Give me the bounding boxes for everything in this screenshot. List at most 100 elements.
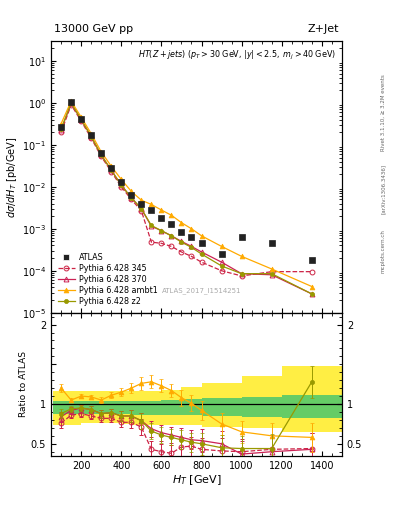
Line: ATLAS: ATLAS — [58, 99, 315, 263]
ATLAS — [79, 116, 84, 122]
Pythia 6.428 345 — [109, 168, 114, 175]
ATLAS — [149, 207, 154, 213]
Pythia 6.428 345 — [69, 102, 73, 108]
Pythia 6.428 ambt1 — [129, 188, 134, 195]
Pythia 6.428 345 — [239, 273, 244, 279]
Pythia 6.428 ambt1 — [119, 176, 124, 182]
Pythia 6.428 ambt1 — [99, 149, 104, 155]
Pythia 6.428 345 — [129, 197, 134, 203]
Pythia 6.428 ambt1 — [89, 131, 94, 137]
Pythia 6.428 370 — [179, 238, 184, 244]
Pythia 6.428 ambt1 — [79, 114, 84, 120]
Pythia 6.428 345 — [169, 243, 174, 249]
ATLAS — [99, 150, 104, 156]
Pythia 6.428 z2 — [149, 222, 154, 228]
Pythia 6.428 370 — [59, 126, 64, 133]
Legend: ATLAS, Pythia 6.428 345, Pythia 6.428 370, Pythia 6.428 ambt1, Pythia 6.428 z2: ATLAS, Pythia 6.428 345, Pythia 6.428 37… — [55, 251, 160, 309]
Pythia 6.428 z2 — [119, 182, 124, 188]
Pythia 6.428 z2 — [189, 244, 194, 250]
Text: 13000 GeV pp: 13000 GeV pp — [54, 24, 133, 34]
Pythia 6.428 ambt1 — [189, 226, 194, 232]
Pythia 6.428 345 — [139, 207, 144, 214]
ATLAS — [139, 201, 144, 207]
Pythia 6.428 370 — [129, 195, 134, 201]
Pythia 6.428 z2 — [129, 195, 134, 201]
Pythia 6.428 z2 — [99, 152, 104, 158]
Pythia 6.428 345 — [199, 259, 204, 265]
Pythia 6.428 z2 — [239, 271, 244, 277]
ATLAS — [199, 240, 204, 246]
ATLAS — [119, 179, 124, 185]
Pythia 6.428 370 — [79, 117, 84, 123]
Line: Pythia 6.428 370: Pythia 6.428 370 — [59, 101, 314, 296]
Pythia 6.428 345 — [219, 268, 224, 274]
Pythia 6.428 z2 — [79, 117, 84, 123]
ATLAS — [219, 251, 224, 257]
Pythia 6.428 345 — [89, 135, 94, 141]
Pythia 6.428 345 — [179, 249, 184, 255]
Pythia 6.428 370 — [219, 259, 224, 265]
ATLAS — [129, 191, 134, 198]
Pythia 6.428 ambt1 — [109, 163, 114, 169]
Pythia 6.428 345 — [119, 184, 124, 190]
Pythia 6.428 370 — [169, 233, 174, 239]
Text: Rivet 3.1.10, ≥ 3.2M events: Rivet 3.1.10, ≥ 3.2M events — [381, 74, 386, 151]
Text: [arXiv:1306.3436]: [arXiv:1306.3436] — [381, 164, 386, 215]
ATLAS — [189, 233, 194, 240]
Pythia 6.428 370 — [199, 249, 204, 255]
Pythia 6.428 ambt1 — [69, 98, 73, 104]
Line: Pythia 6.428 z2: Pythia 6.428 z2 — [59, 101, 314, 296]
Pythia 6.428 370 — [119, 182, 124, 188]
Text: $HT(Z+jets)$ $(p_T > 30$ GeV, $|y| < 2.5,$ $m_j > 40$ GeV): $HT(Z+jets)$ $(p_T > 30$ GeV, $|y| < 2.5… — [138, 49, 336, 62]
Pythia 6.428 ambt1 — [239, 253, 244, 260]
Pythia 6.428 z2 — [269, 271, 274, 277]
Pythia 6.428 z2 — [59, 126, 64, 132]
Pythia 6.428 370 — [139, 206, 144, 212]
X-axis label: $H_T$ [GeV]: $H_T$ [GeV] — [172, 473, 221, 487]
Pythia 6.428 370 — [109, 167, 114, 173]
Pythia 6.428 345 — [149, 239, 154, 245]
ATLAS — [239, 233, 244, 240]
Pythia 6.428 z2 — [89, 134, 94, 140]
Text: mcplots.cern.ch: mcplots.cern.ch — [381, 229, 386, 273]
ATLAS — [179, 229, 184, 235]
Pythia 6.428 z2 — [139, 206, 144, 212]
Pythia 6.428 z2 — [169, 233, 174, 239]
Text: ATLAS_2017_I1514251: ATLAS_2017_I1514251 — [162, 287, 241, 294]
Pythia 6.428 ambt1 — [159, 207, 164, 213]
Line: Pythia 6.428 345: Pythia 6.428 345 — [59, 102, 314, 279]
Text: Z+Jet: Z+Jet — [307, 24, 339, 34]
Y-axis label: Ratio to ATLAS: Ratio to ATLAS — [19, 351, 28, 417]
Y-axis label: $d\sigma/dH_{T}$ [pb/GeV]: $d\sigma/dH_{T}$ [pb/GeV] — [5, 136, 19, 218]
ATLAS — [169, 221, 174, 227]
Pythia 6.428 ambt1 — [59, 121, 64, 127]
Pythia 6.428 345 — [159, 240, 164, 246]
Pythia 6.428 z2 — [159, 228, 164, 234]
Pythia 6.428 ambt1 — [169, 212, 174, 218]
Pythia 6.428 345 — [189, 253, 194, 260]
Pythia 6.428 370 — [159, 228, 164, 234]
Pythia 6.428 ambt1 — [139, 197, 144, 203]
Pythia 6.428 370 — [189, 243, 194, 249]
Pythia 6.428 370 — [99, 152, 104, 158]
Pythia 6.428 345 — [79, 118, 84, 124]
Pythia 6.428 370 — [149, 223, 154, 229]
Pythia 6.428 ambt1 — [199, 233, 204, 239]
ATLAS — [59, 124, 64, 130]
Pythia 6.428 z2 — [109, 167, 114, 173]
Pythia 6.428 ambt1 — [309, 284, 314, 290]
Pythia 6.428 z2 — [69, 100, 73, 106]
Pythia 6.428 345 — [309, 269, 314, 275]
ATLAS — [89, 132, 94, 138]
Pythia 6.428 370 — [309, 291, 314, 297]
Pythia 6.428 345 — [59, 129, 64, 135]
Pythia 6.428 z2 — [219, 263, 224, 269]
Line: Pythia 6.428 ambt1: Pythia 6.428 ambt1 — [59, 99, 314, 289]
Pythia 6.428 z2 — [179, 239, 184, 245]
ATLAS — [159, 215, 164, 221]
Pythia 6.428 ambt1 — [219, 243, 224, 249]
Pythia 6.428 ambt1 — [179, 220, 184, 226]
Pythia 6.428 ambt1 — [269, 266, 274, 272]
ATLAS — [109, 165, 114, 171]
Pythia 6.428 345 — [99, 154, 104, 160]
